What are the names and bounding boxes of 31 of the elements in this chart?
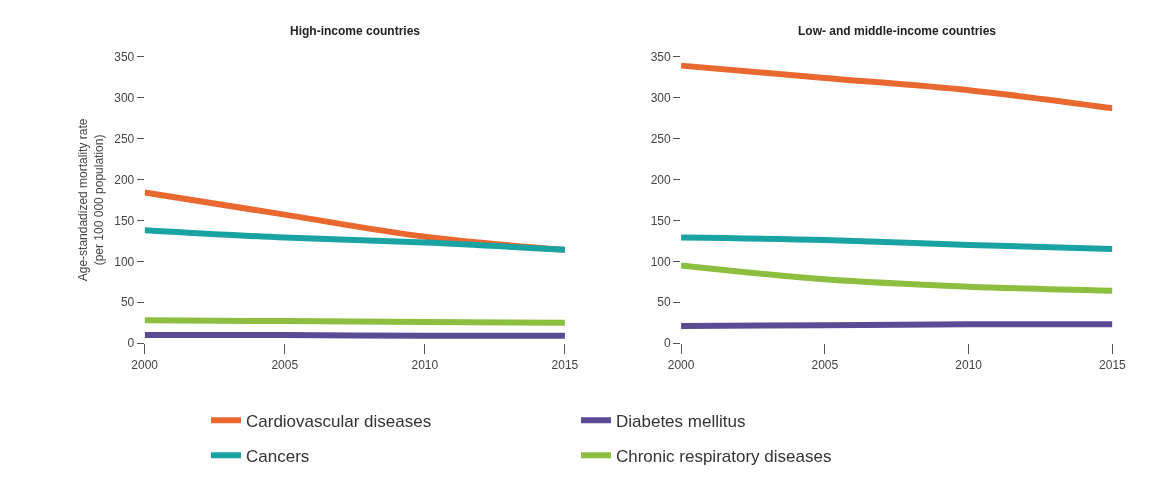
y-tick-label: 300 xyxy=(114,90,135,105)
y-tick-label: 0 xyxy=(127,336,135,351)
x-tick-label: 2005 xyxy=(271,357,299,372)
y-tick-label: 350 xyxy=(114,49,135,64)
y-tick-label: 250 xyxy=(650,131,671,146)
y-tick-label: 0 xyxy=(663,336,671,351)
y-tick-label: 200 xyxy=(114,172,135,187)
chart-title: High-income countries xyxy=(290,24,421,38)
y-tick-label: 100 xyxy=(650,254,671,269)
y-tick-label: 50 xyxy=(657,295,671,310)
y-axis-title: Age-standadized mortality rate (per 100 000 population) xyxy=(75,118,106,282)
y-tick-label: 200 xyxy=(650,172,671,187)
y-tick-label: 100 xyxy=(114,254,135,269)
y-tick-label: 50 xyxy=(120,295,135,310)
x-tick-label: 2000 xyxy=(131,357,159,372)
y-tick-label: 300 xyxy=(650,90,671,105)
y-tick-label: 150 xyxy=(650,213,671,228)
x-tick-label: 2005 xyxy=(811,357,839,372)
y-tick-label: 250 xyxy=(114,131,135,146)
legend-label: Cardiovascular diseases xyxy=(246,411,432,431)
x-tick-label: 2015 xyxy=(551,357,579,372)
x-tick-label: 2000 xyxy=(667,357,695,372)
legend-label: Chronic respiratory diseases xyxy=(615,446,832,466)
x-tick-label: 2010 xyxy=(955,357,983,372)
x-tick-label: 2015 xyxy=(1099,357,1127,372)
y-tick-label: 350 xyxy=(650,49,671,64)
legend-label: Cancers xyxy=(246,446,310,466)
legend-label: Diabetes mellitus xyxy=(615,411,746,431)
chart-title: Low- and middle-income countries xyxy=(798,24,997,38)
y-tick-label: 150 xyxy=(114,213,135,228)
x-tick-label: 2010 xyxy=(411,357,439,372)
